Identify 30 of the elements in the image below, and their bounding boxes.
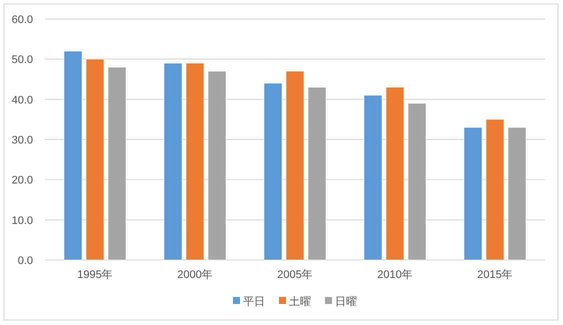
x-tick-label: 2010年 (377, 269, 413, 281)
bar (186, 62, 204, 260)
bar (108, 66, 126, 260)
bar (64, 50, 82, 260)
bar (86, 58, 104, 260)
y-tick-label: 50.0 (12, 54, 33, 66)
bar (308, 87, 326, 260)
legend-label: 平日 (243, 296, 265, 308)
legend-label: 土曜 (289, 295, 311, 308)
bar (386, 87, 404, 260)
bar (508, 127, 526, 260)
y-tick-label: 20.0 (12, 174, 33, 187)
bar (208, 70, 226, 260)
bar (164, 62, 182, 260)
legend-label: 日曜 (335, 296, 357, 308)
bar (286, 70, 304, 260)
bar (464, 127, 482, 260)
y-tick-label: 10.0 (12, 214, 33, 227)
y-tick-label: 0.0 (18, 255, 33, 267)
y-tick-label: 60.0 (12, 14, 33, 26)
x-tick-label: 2005年 (277, 269, 313, 281)
bar (486, 119, 504, 260)
y-tick-label: 40.0 (12, 94, 33, 106)
y-tick-label: 30.0 (12, 134, 33, 146)
bar (264, 83, 282, 260)
x-tick-label: 2000年 (177, 269, 213, 281)
bar (408, 103, 426, 260)
bar (364, 95, 382, 260)
x-tick-label: 1995年 (77, 269, 113, 281)
x-tick-label: 2015年 (477, 269, 513, 281)
